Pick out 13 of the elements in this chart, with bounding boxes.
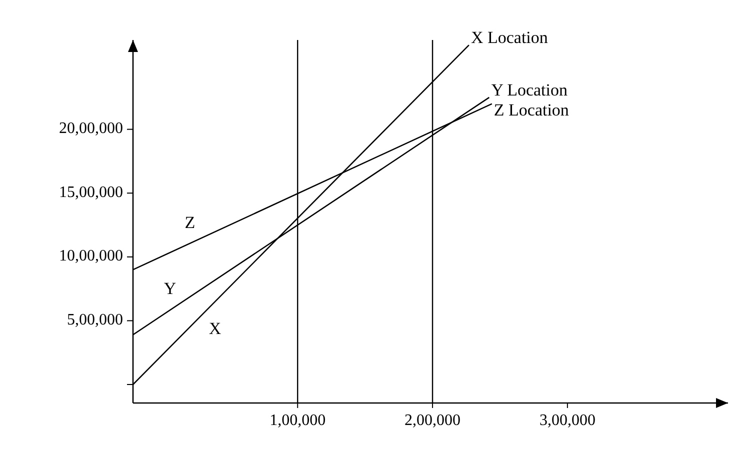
series-label: X Location <box>470 28 548 48</box>
y-tick-label: 20,00,000 <box>59 120 123 137</box>
annotation: Y <box>164 278 176 298</box>
x-tick-label: 1,00,000 <box>270 412 326 429</box>
x-tick-label: 2,00,000 <box>404 412 461 429</box>
y-tick-label: 15,00,000 <box>59 184 123 201</box>
series-label: Y Location <box>491 80 568 100</box>
x-tick-label: 3,00,000 <box>539 412 596 429</box>
y-tick-label: 5,00,000 <box>67 311 123 328</box>
y-tick-label: 10,00,000 <box>59 248 123 265</box>
series-label: Z Location <box>494 100 570 120</box>
annotation: Z <box>184 212 196 232</box>
annotation: X <box>208 318 222 338</box>
